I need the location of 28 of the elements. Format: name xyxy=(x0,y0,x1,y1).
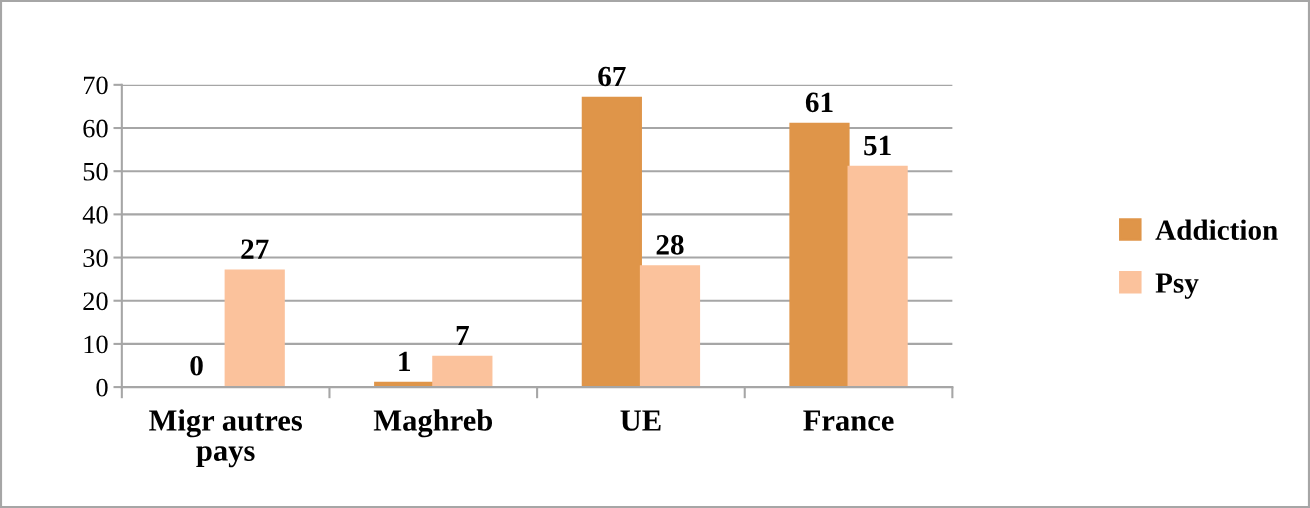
data-label: 1 xyxy=(399,351,410,372)
bar xyxy=(847,165,908,388)
y-tick-label: 30 xyxy=(83,249,108,267)
data-label: 0 xyxy=(190,355,203,376)
y-tick-label: 40 xyxy=(82,205,108,224)
data-label: 61 xyxy=(805,92,833,113)
data-label: 7 xyxy=(456,326,469,346)
x-tick-label: France xyxy=(803,410,894,431)
legend-label: Addiction xyxy=(1155,219,1278,240)
y-tick-label: 50 xyxy=(83,162,108,181)
x-tick-label: Maghreb xyxy=(373,409,493,438)
bar xyxy=(432,355,493,388)
x-tick-label: UE xyxy=(620,410,661,431)
y-tick-label: 20 xyxy=(83,292,108,311)
y-tick-label: 10 xyxy=(84,335,108,354)
data-label: 51 xyxy=(864,135,891,156)
y-tick-label: 70 xyxy=(83,76,108,95)
data-label: 67 xyxy=(598,66,626,87)
bar xyxy=(789,122,850,388)
bar xyxy=(224,269,285,388)
y-tick-label: 0 xyxy=(96,378,108,397)
bar xyxy=(581,96,642,388)
x-tick-label: Migr autres pays xyxy=(149,409,302,468)
data-label: 27 xyxy=(241,239,269,259)
bar xyxy=(639,265,701,388)
legend-label: Psy xyxy=(1155,273,1199,299)
data-label: 28 xyxy=(656,235,684,255)
y-tick-label: 60 xyxy=(83,119,108,138)
